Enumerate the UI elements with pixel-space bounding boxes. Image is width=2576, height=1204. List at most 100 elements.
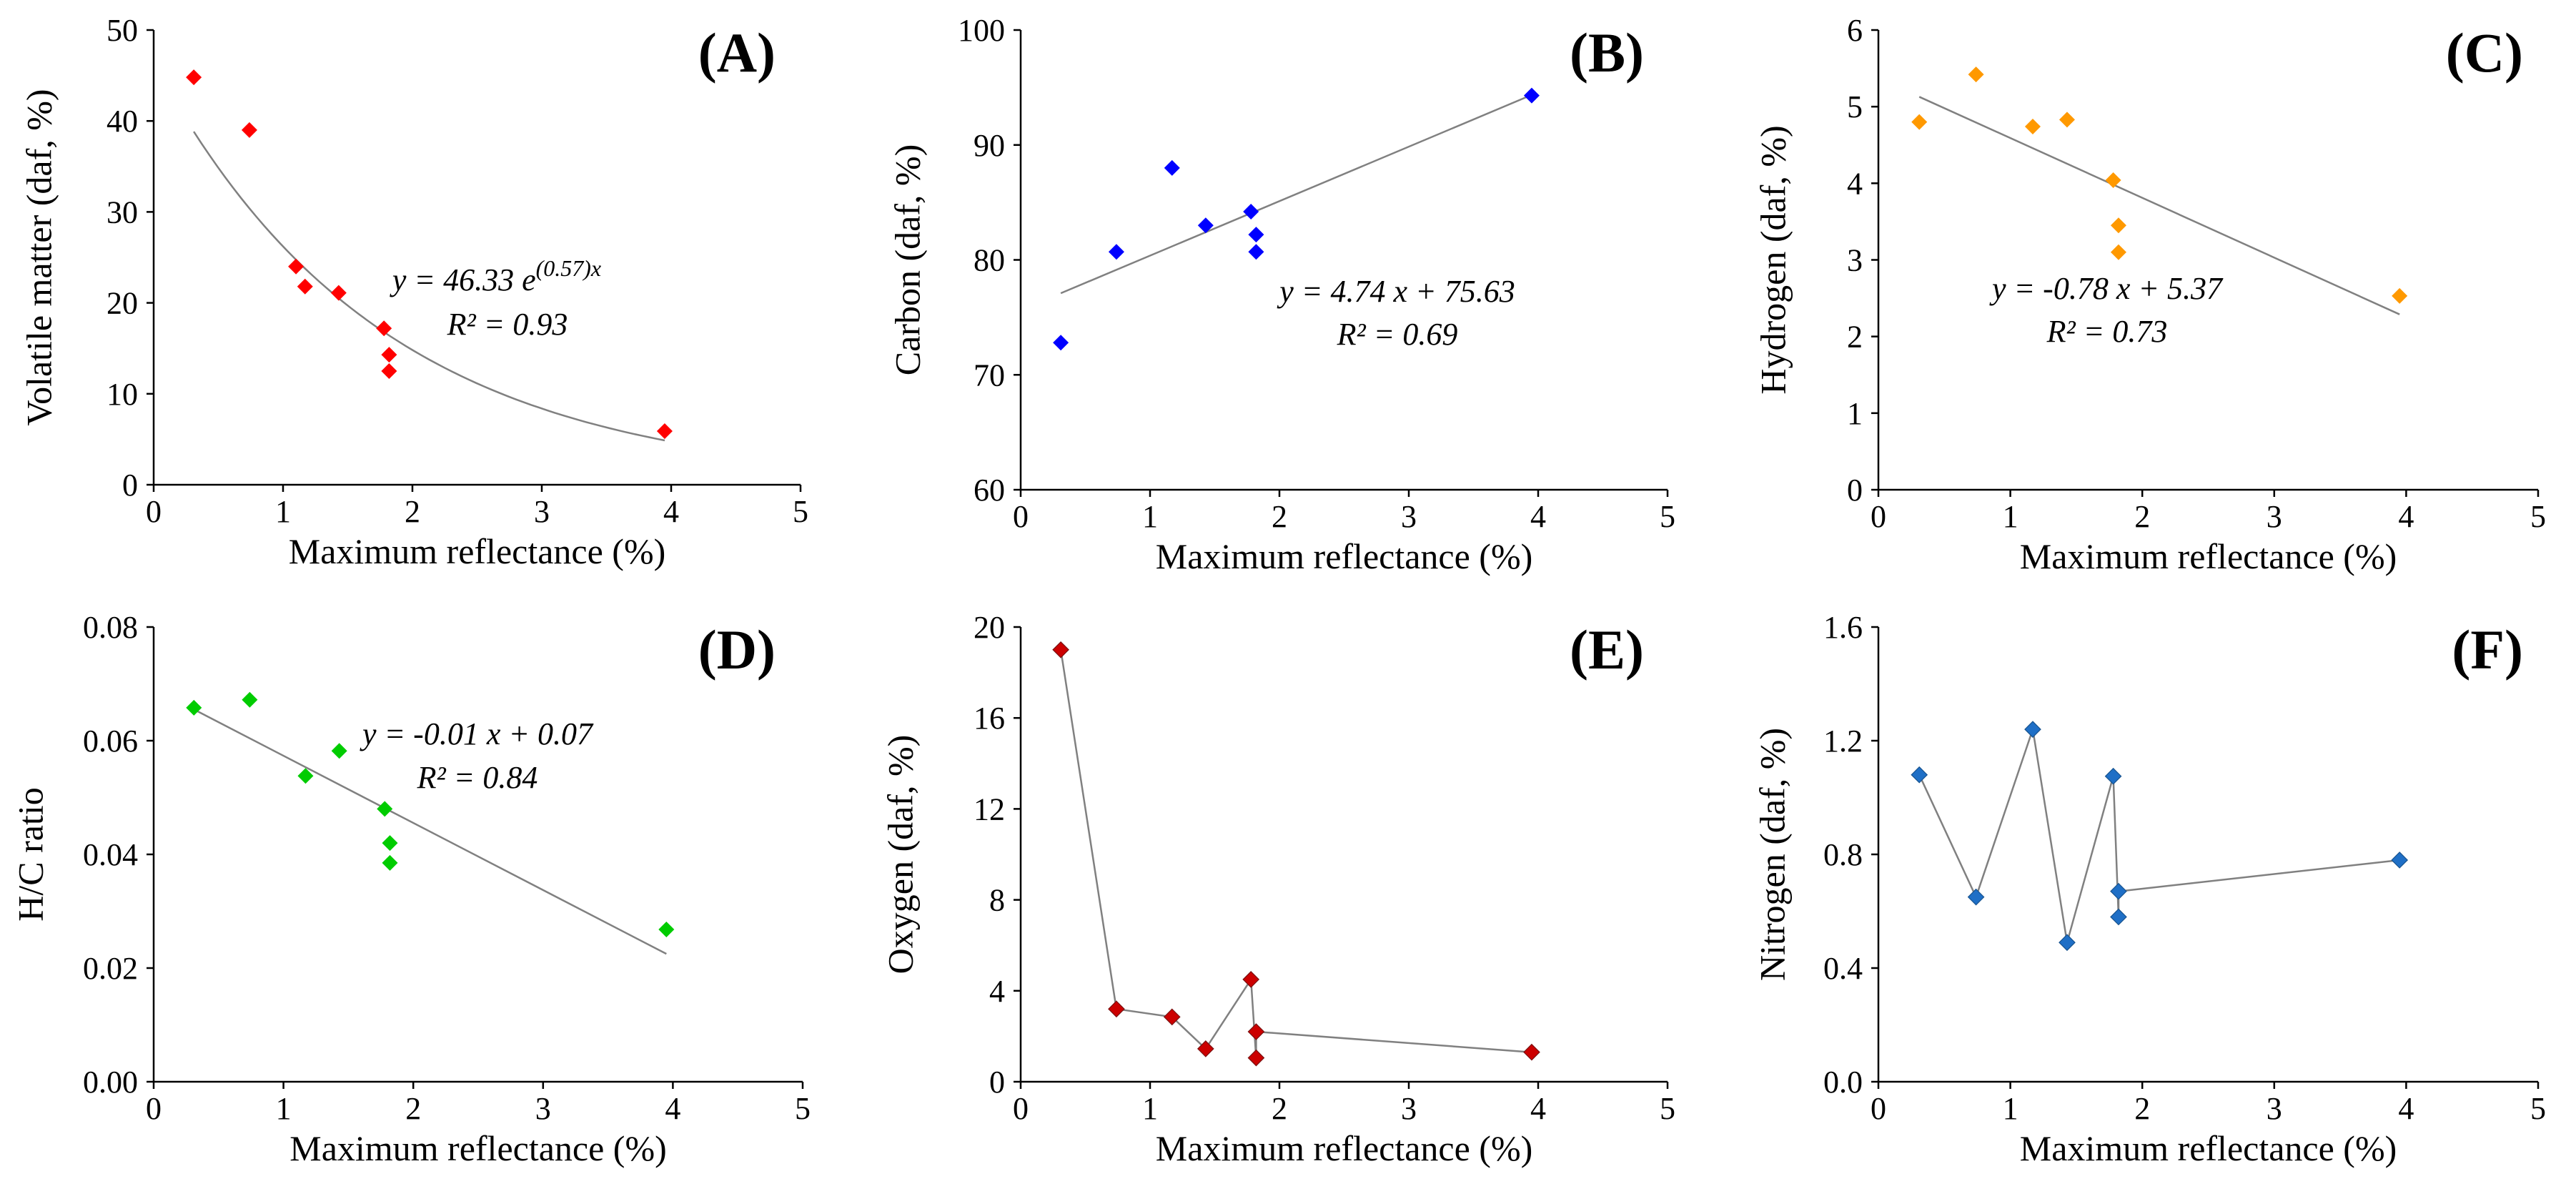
x-tick-label: 1 bbox=[2003, 499, 2018, 534]
y-tick-label: 50 bbox=[106, 13, 138, 48]
x-tick-label: 4 bbox=[663, 494, 679, 529]
chart-panel-c: 0 1 2 3 4 5 0 1 2 3 4 5 6 Maximum reflectance (%) Hydr… bbox=[1753, 13, 2546, 576]
data-point bbox=[1242, 971, 1260, 988]
x-tick-label: 4 bbox=[2398, 499, 2414, 534]
x-axis-label: Maximum reflectance (%) bbox=[289, 1128, 667, 1168]
regression-equation: y = 46.33 e(0.57)x bbox=[390, 255, 601, 297]
y-tick-label: 4 bbox=[1847, 166, 1863, 201]
x-tick-label: 5 bbox=[793, 494, 808, 529]
r-squared: R² = 0.69 bbox=[1337, 317, 1458, 352]
data-point bbox=[242, 691, 258, 708]
x-tick-label: 3 bbox=[534, 494, 550, 529]
data-point bbox=[382, 835, 398, 852]
x-tick-label: 3 bbox=[1401, 1091, 1417, 1126]
panel-label: (E) bbox=[1570, 618, 1644, 681]
data-point bbox=[376, 320, 392, 337]
x-tick-label: 3 bbox=[535, 1091, 551, 1126]
x-tick-label: 0 bbox=[146, 1091, 162, 1126]
y-tick-label: 0.04 bbox=[83, 837, 138, 872]
data-point bbox=[658, 921, 675, 937]
r-squared: R² = 0.84 bbox=[417, 760, 538, 795]
y-axis-label: Oxygen (daf, %) bbox=[880, 735, 920, 974]
data-point bbox=[1523, 87, 1540, 104]
regression-equation: y = -0.01 x + 0.07 bbox=[360, 716, 594, 751]
data-point bbox=[1163, 1008, 1181, 1026]
data-point bbox=[2391, 852, 2409, 869]
data-point bbox=[1164, 159, 1180, 176]
chart-panel-f: 0 1 2 3 4 5 0.0 0.4 0.8 1.2 1.6 Maximum reflectance… bbox=[1752, 610, 2546, 1168]
x-tick-label: 5 bbox=[1660, 1091, 1675, 1126]
y-tick-label: 20 bbox=[974, 610, 1005, 645]
x-tick-label: 2 bbox=[405, 1091, 421, 1126]
x-tick-label: 1 bbox=[1142, 499, 1158, 534]
y-tick-label: 0.4 bbox=[1823, 951, 1863, 986]
y-axis-label: Nitrogen (daf, %) bbox=[1752, 728, 1792, 981]
x-tick-label: 2 bbox=[405, 494, 420, 529]
y-tick-label: 1.2 bbox=[1823, 724, 1863, 759]
data-point bbox=[186, 699, 202, 716]
data-point bbox=[1248, 227, 1264, 243]
y-tick-label: 0 bbox=[122, 468, 138, 503]
data-point bbox=[2059, 112, 2075, 128]
y-tick-label: 20 bbox=[106, 286, 138, 321]
regression-equation: y = 4.74 x + 75.63 bbox=[1277, 274, 1515, 309]
panel-label: (D) bbox=[698, 618, 776, 681]
data-point bbox=[2110, 908, 2127, 926]
series-line bbox=[1059, 649, 1532, 1058]
equation-base: y = 46.33 e bbox=[390, 262, 536, 297]
y-tick-label: 16 bbox=[974, 701, 1005, 736]
data-point bbox=[1523, 1043, 1540, 1061]
data-point bbox=[1911, 114, 1928, 130]
y-tick-label: 2 bbox=[1847, 320, 1863, 355]
trend-line bbox=[193, 131, 665, 442]
y-tick-label: 5 bbox=[1847, 89, 1863, 124]
y-tick-label: 6 bbox=[1847, 13, 1863, 48]
data-point bbox=[656, 423, 673, 439]
y-tick-label: 1.6 bbox=[1823, 610, 1863, 645]
x-tick-label: 5 bbox=[1660, 499, 1675, 534]
r-squared: R² = 0.93 bbox=[447, 307, 568, 342]
x-axis-label: Maximum reflectance (%) bbox=[2020, 536, 2397, 576]
x-tick-label: 0 bbox=[146, 494, 162, 529]
x-tick-label: 3 bbox=[2267, 499, 2282, 534]
y-tick-label: 0 bbox=[1847, 473, 1863, 508]
data-point bbox=[381, 347, 397, 363]
r-squared: R² = 0.73 bbox=[2046, 314, 2168, 349]
data-point bbox=[2024, 119, 2041, 135]
x-axis-label: Maximum reflectance (%) bbox=[2020, 1128, 2397, 1168]
x-tick-label: 1 bbox=[275, 494, 291, 529]
x-tick-label: 5 bbox=[795, 1091, 811, 1126]
x-tick-label: 2 bbox=[2134, 1091, 2150, 1126]
data-point bbox=[1248, 244, 1264, 260]
data-point bbox=[2110, 244, 2126, 260]
data-point bbox=[1968, 66, 1984, 83]
x-tick-label: 2 bbox=[1272, 499, 1287, 534]
data-point bbox=[1197, 1040, 1214, 1057]
data-point bbox=[297, 278, 313, 295]
x-tick-label: 4 bbox=[2398, 1091, 2414, 1126]
x-axis-label: Maximum reflectance (%) bbox=[289, 531, 666, 571]
x-tick-label: 1 bbox=[2003, 1091, 2018, 1126]
y-axis-label: H/C ratio bbox=[10, 787, 50, 921]
y-axis-label: Carbon (daf, %) bbox=[887, 144, 927, 376]
regression-equation: y = -0.78 x + 5.37 bbox=[1989, 271, 2224, 306]
y-axis-label: Hydrogen (daf, %) bbox=[1753, 125, 1793, 394]
data-point bbox=[241, 122, 257, 138]
y-tick-label: 0.00 bbox=[83, 1065, 138, 1100]
data-point bbox=[1052, 641, 1069, 658]
y-tick-label: 40 bbox=[106, 104, 138, 139]
data-point bbox=[377, 801, 393, 817]
x-tick-label: 5 bbox=[2530, 1091, 2546, 1126]
data-point bbox=[2059, 934, 2076, 952]
y-tick-label: 60 bbox=[974, 473, 1005, 508]
x-tick-label: 4 bbox=[665, 1091, 680, 1126]
y-axis-label: Volatile matter (daf, %) bbox=[19, 89, 59, 425]
data-point bbox=[186, 69, 202, 86]
x-tick-label: 5 bbox=[2530, 499, 2546, 534]
y-tick-label: 10 bbox=[106, 377, 138, 412]
trend-line bbox=[1060, 94, 1532, 295]
x-tick-label: 3 bbox=[1401, 499, 1417, 534]
series-line bbox=[1918, 729, 2400, 943]
data-point bbox=[297, 768, 314, 784]
